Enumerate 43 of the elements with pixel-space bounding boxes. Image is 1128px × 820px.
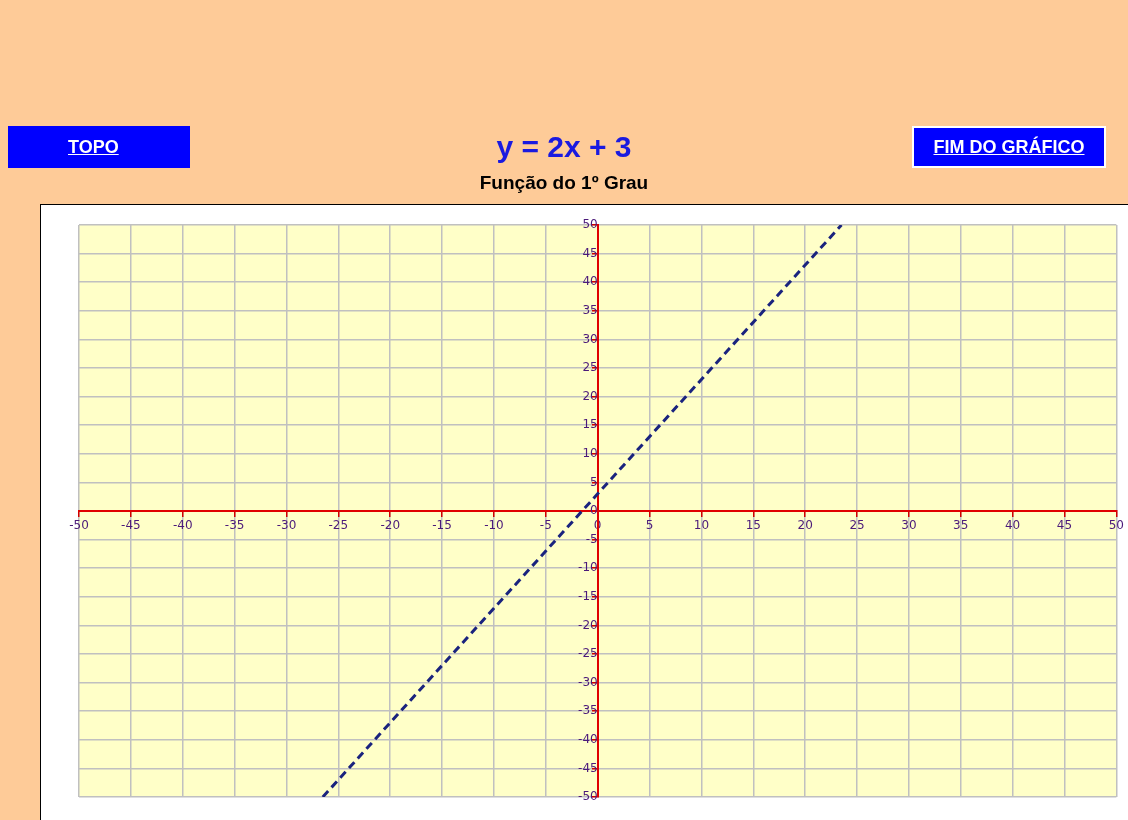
x-tick-label: -25 <box>328 518 349 533</box>
y-tick-label: -20 <box>578 617 598 632</box>
x-tick-label: 10 <box>693 518 710 533</box>
x-tick-label: -15 <box>432 518 452 533</box>
x-tick-label: -45 <box>121 518 141 533</box>
y-tick-label: -30 <box>578 674 598 689</box>
x-tick-label: 45 <box>1056 518 1073 533</box>
x-tick-label: 20 <box>797 518 813 533</box>
x-tick-label: 50 <box>1108 518 1125 533</box>
y-tick-label: 30 <box>582 331 598 346</box>
text: FIM DO GRÁFICO <box>912 126 1106 168</box>
y-tick-label: -25 <box>578 646 598 661</box>
x-tick-label: -40 <box>172 518 193 533</box>
y-tick-label: 35 <box>582 302 598 317</box>
x-tick-label: 15 <box>745 518 761 533</box>
text: TOPO <box>8 126 190 168</box>
x-tick-label: -50 <box>69 518 89 533</box>
x-tick-label: -35 <box>224 518 245 533</box>
x-tick-label: -10 <box>484 518 504 533</box>
y-tick-label: -50 <box>578 789 598 804</box>
x-tick-label: 30 <box>901 518 917 533</box>
y-tick-label: -15 <box>578 588 598 603</box>
y-tick-label: -10 <box>578 560 598 575</box>
y-tick-label: 10 <box>582 445 598 460</box>
x-tick-label: -20 <box>380 518 401 533</box>
y-tick-label: -5 <box>585 531 598 546</box>
y-tick-label: 45 <box>582 245 598 260</box>
y-tick-label: -35 <box>578 703 598 718</box>
y-tick-label: -45 <box>578 760 598 775</box>
y-tick-label: 50 <box>582 217 598 232</box>
chart-title: y = 2x + 3 <box>496 130 632 163</box>
x-tick-label: 40 <box>1004 518 1021 533</box>
x-tick-label: -30 <box>276 518 297 533</box>
chart-subtitle: Função do 1º Grau <box>478 172 650 194</box>
y-tick-label: -40 <box>578 731 598 746</box>
y-tick-label: 15 <box>582 417 598 432</box>
x-tick-label: 5 <box>645 518 654 533</box>
x-tick-label: -5 <box>539 518 552 533</box>
x-tick-label: 35 <box>953 518 969 533</box>
y-tick-label: 20 <box>582 388 598 403</box>
y-tick-label: 25 <box>582 360 598 375</box>
x-tick-label: 25 <box>849 518 865 533</box>
y-tick-label: 40 <box>582 274 598 289</box>
